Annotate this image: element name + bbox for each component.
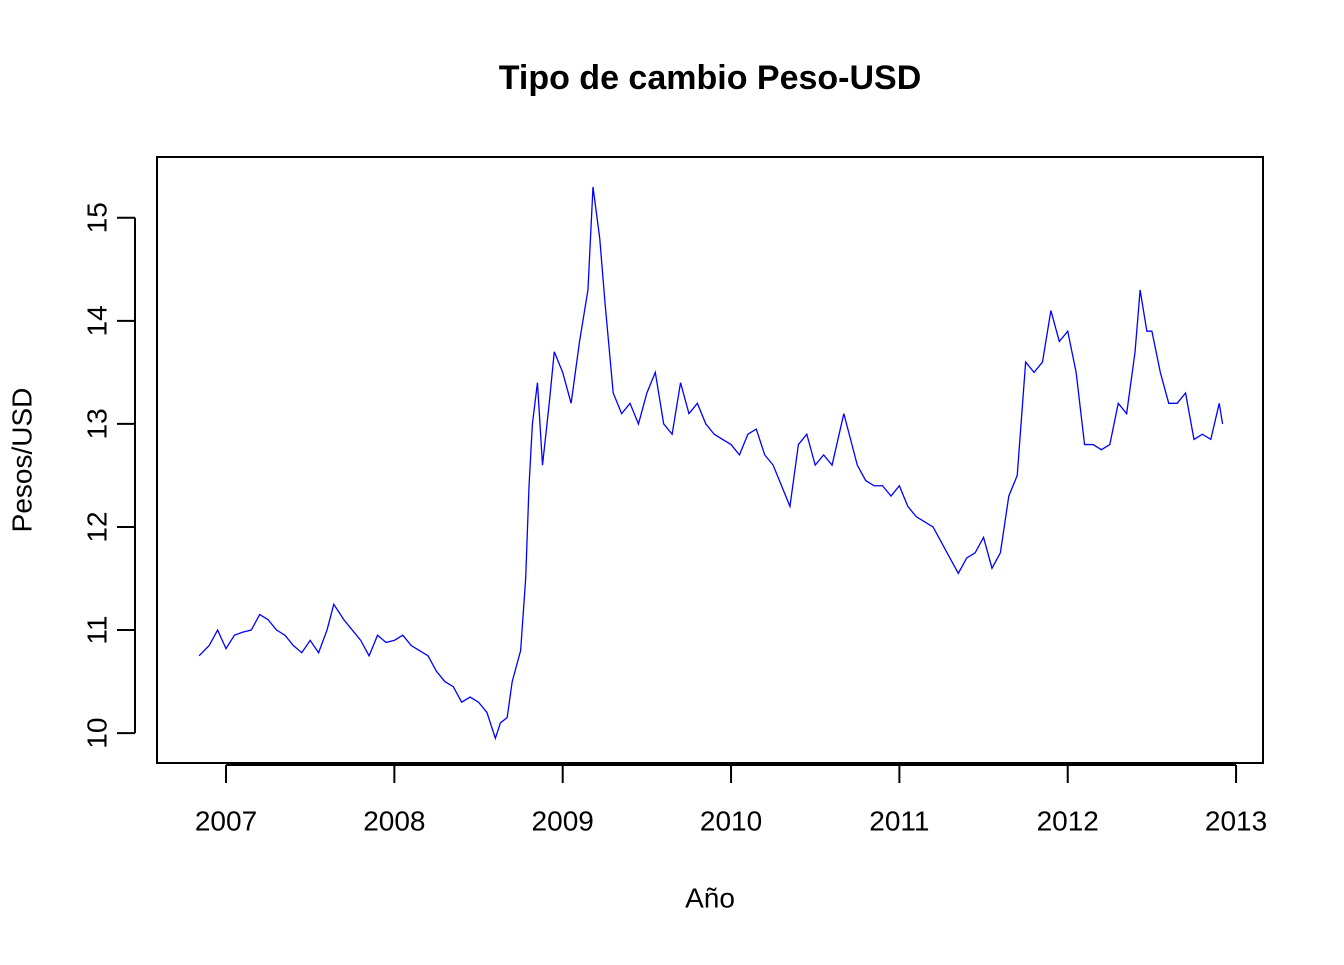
y-tick-label: 13 [81, 408, 112, 439]
chart-title: Tipo de cambio Peso-USD [499, 59, 922, 97]
y-tick-label: 11 [81, 616, 112, 645]
x-tick-label: 2012 [1037, 805, 1099, 836]
x-tick-label: 2007 [195, 805, 257, 836]
plot-box [156, 156, 1264, 764]
x-tick-label: 2009 [532, 805, 594, 836]
y-tick-label: 12 [81, 511, 112, 542]
y-tick-label: 10 [81, 718, 112, 749]
y-tick-label: 15 [81, 202, 112, 233]
x-tick-label: 2013 [1205, 805, 1267, 836]
x-axis-label: Año [685, 882, 735, 913]
x-tick-label: 2008 [363, 805, 425, 836]
x-tick-label: 2011 [869, 805, 929, 836]
x-tick-label: 2010 [700, 805, 762, 836]
series-line [198, 186, 1224, 741]
y-tick-label: 14 [81, 305, 112, 336]
y-axis-label: Pesos/USD [6, 388, 37, 533]
